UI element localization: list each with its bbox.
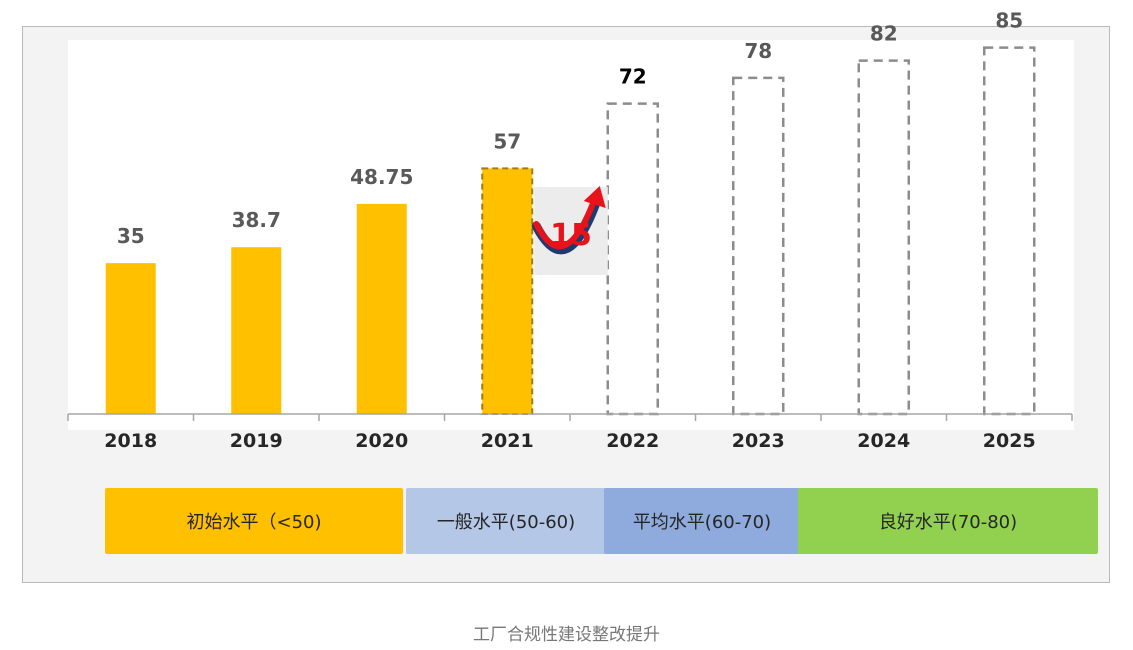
x-tick-label-2020: 2020 xyxy=(355,430,408,452)
bar-2025 xyxy=(983,46,1036,416)
value-label-2018: 35 xyxy=(117,224,145,248)
x-tick-label-2023: 2023 xyxy=(732,430,785,452)
value-label-2022: 72 xyxy=(619,65,647,89)
bar-2021 xyxy=(481,167,534,415)
value-label-2023: 78 xyxy=(744,39,772,63)
level-initial: 初始水平（<50) xyxy=(105,488,403,554)
x-tick-label-2024: 2024 xyxy=(857,430,910,452)
value-label-2021: 57 xyxy=(493,129,521,153)
value-label-2019: 38.7 xyxy=(232,208,281,232)
growth-annotation: 15 xyxy=(531,186,608,275)
x-tick-label-2021: 2021 xyxy=(481,430,534,452)
value-label-2020: 48.75 xyxy=(350,165,413,189)
value-label-2024: 82 xyxy=(870,22,898,46)
bars-layer: 35 38.7 48.75 57 72 78 82 85 xyxy=(105,9,1036,416)
bar-2023 xyxy=(732,76,785,416)
figure-caption: 工厂合规性建设整改提升 xyxy=(473,625,660,645)
level-general: 一般水平(50-60) xyxy=(406,488,606,554)
bar-2020 xyxy=(356,203,407,414)
growth-arrowhead-icon xyxy=(583,186,606,208)
level-average: 平均水平(60-70) xyxy=(604,488,800,554)
bar-2018 xyxy=(105,263,156,414)
x-tick-label-2018: 2018 xyxy=(104,430,157,452)
x-tick-label-2022: 2022 xyxy=(606,430,659,452)
bar-2022 xyxy=(606,102,659,416)
x-tick-label-2025: 2025 xyxy=(983,430,1036,452)
x-axis: 2018 2019 2020 2021 2022 2023 2024 2025 xyxy=(67,413,1073,452)
bar-2024 xyxy=(857,59,910,416)
bar-2019 xyxy=(231,247,282,414)
growth-arrow-icon xyxy=(533,193,599,250)
growth-label: 15 xyxy=(550,218,592,253)
x-tick-label-2019: 2019 xyxy=(230,430,283,452)
level-good: 良好水平(70-80) xyxy=(798,488,1098,554)
value-label-2025: 85 xyxy=(995,9,1023,33)
